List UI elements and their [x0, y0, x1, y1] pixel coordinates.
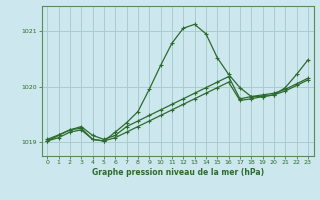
X-axis label: Graphe pression niveau de la mer (hPa): Graphe pression niveau de la mer (hPa)	[92, 168, 264, 177]
